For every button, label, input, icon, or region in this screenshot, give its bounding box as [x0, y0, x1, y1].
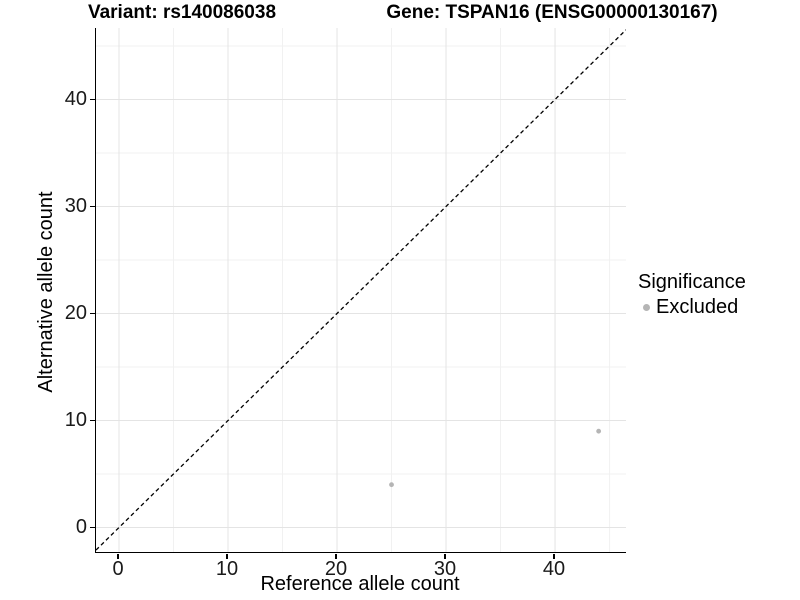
legend-item-label: Excluded	[656, 296, 739, 318]
y-tick-mark	[90, 526, 95, 529]
x-tick-mark	[553, 553, 555, 559]
plot-panel	[95, 28, 626, 553]
y-tick-mark	[90, 98, 95, 101]
variant-title: Variant: rs140086038	[87, 2, 277, 23]
x-axis-title: Reference allele count	[260, 573, 460, 595]
y-tick-label: 0	[75, 516, 87, 539]
identity-line	[96, 29, 626, 551]
x-tick-label: 40	[542, 558, 566, 580]
x-tick-label: 20	[324, 558, 348, 580]
x-tick-mark	[444, 553, 446, 559]
x-tick-label: 10	[215, 558, 239, 580]
data-point	[389, 482, 394, 488]
x-tick-label: 30	[433, 558, 457, 580]
y-tick-label: 10	[64, 409, 87, 432]
y-tick-label: 20	[64, 302, 87, 325]
legend-item: Excluded	[638, 295, 746, 319]
x-tick-mark	[117, 553, 119, 559]
legend-title: Significance	[638, 271, 746, 293]
plot-canvas	[96, 28, 626, 552]
x-tick-label: 0	[112, 558, 124, 580]
gene-title: Gene: TSPAN16 (ENSG00000130167)	[386, 2, 718, 23]
legend-items: Excluded	[638, 295, 746, 319]
y-tick-label: 30	[64, 195, 87, 218]
legend: Significance Excluded	[638, 270, 746, 319]
legend-point-icon	[643, 303, 650, 311]
y-tick-mark	[90, 205, 95, 208]
x-tick-mark	[226, 553, 228, 559]
x-tick-mark	[335, 553, 337, 559]
y-tick-label: 40	[64, 88, 87, 111]
y-axis-title: Alternative allele count	[35, 191, 57, 393]
y-tick-mark	[90, 312, 95, 315]
data-point	[596, 428, 602, 434]
y-tick-mark	[90, 419, 95, 422]
